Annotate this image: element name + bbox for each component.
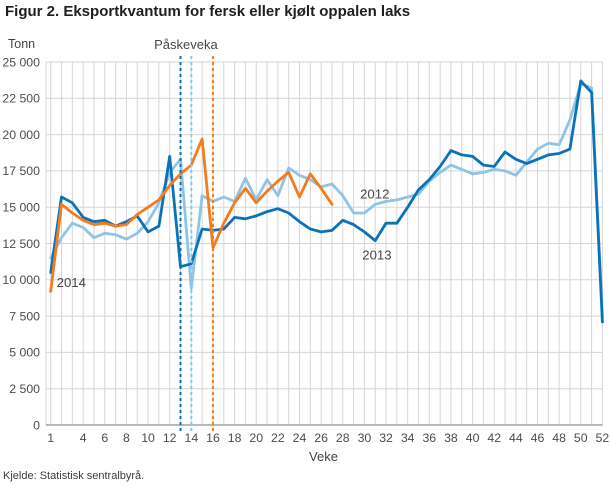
x-tick-label: 50 xyxy=(574,431,588,445)
x-tick-labels: 1 4 6 8 10 12 14 16 18 20 22 24 26 28 30 32 34 36 38 40 42 44… xyxy=(47,431,609,445)
x-tick-label: 1 xyxy=(47,431,54,445)
x-tick-label: 12 xyxy=(163,431,177,445)
x-tick-label: 16 xyxy=(206,431,220,445)
series-label-2013: 2013 xyxy=(362,247,391,262)
x-axis-label: Veke xyxy=(309,449,338,464)
chart-title: Figur 2. Eksportkvantum for fersk eller … xyxy=(5,3,411,20)
x-tick-label: 26 xyxy=(314,431,328,445)
x-tick-label: 14 xyxy=(184,431,198,445)
source-note: Kjelde: Statistisk sentralbyrå. xyxy=(3,470,145,482)
y-axis-unit-label: Tonn xyxy=(8,37,36,51)
x-tick-label: 20 xyxy=(249,431,263,445)
series-line-2013 xyxy=(49,79,604,324)
easter-label: Påskeveka xyxy=(154,37,218,52)
x-tick-label: 30 xyxy=(358,431,372,445)
gridlines-horizontal xyxy=(46,61,603,390)
y-tick-label: 12 500 xyxy=(2,237,40,251)
series-label-2014: 2014 xyxy=(57,275,86,290)
y-tick-label: 25 000 xyxy=(2,55,40,69)
x-tick-label: 52 xyxy=(596,431,610,445)
y-tick-label: 15 000 xyxy=(2,201,40,215)
x-tick-label: 22 xyxy=(271,431,285,445)
x-tick-label: 32 xyxy=(379,431,393,445)
x-tick-label: 44 xyxy=(509,431,523,445)
x-tick-label: 48 xyxy=(552,431,566,445)
y-tick-label: 2 500 xyxy=(9,382,40,396)
series-line-2012 xyxy=(49,82,604,318)
y-tick-label: 22 500 xyxy=(2,92,40,106)
y-tick-labels: 0 2 500 5 000 7 500 10 000 12 500 15 000 17 500… xyxy=(2,55,40,432)
x-tick-label: 40 xyxy=(466,431,480,445)
x-tick-label: 6 xyxy=(101,431,108,445)
x-tick-label: 18 xyxy=(228,431,242,445)
y-tick-label: 10 000 xyxy=(2,273,40,287)
series-label-2012: 2012 xyxy=(360,186,389,201)
x-tick-label: 10 xyxy=(141,431,155,445)
y-tick-label: 0 xyxy=(33,418,40,432)
y-tick-label: 20 000 xyxy=(2,128,40,142)
x-tick-label: 28 xyxy=(336,431,350,445)
y-tick-label: 7 500 xyxy=(9,309,40,323)
x-tick-label: 4 xyxy=(80,431,87,445)
x-tick-label: 8 xyxy=(123,431,130,445)
y-tick-label: 17 500 xyxy=(2,164,40,178)
y-tick-label: 5 000 xyxy=(9,346,40,360)
x-tick-label: 38 xyxy=(444,431,458,445)
x-tick-label: 46 xyxy=(531,431,545,445)
x-tick-label: 34 xyxy=(401,431,415,445)
easter-event-lines xyxy=(179,56,214,431)
x-tick-label: 24 xyxy=(293,431,307,445)
x-tick-label: 42 xyxy=(487,431,501,445)
x-tick-label: 36 xyxy=(422,431,436,445)
